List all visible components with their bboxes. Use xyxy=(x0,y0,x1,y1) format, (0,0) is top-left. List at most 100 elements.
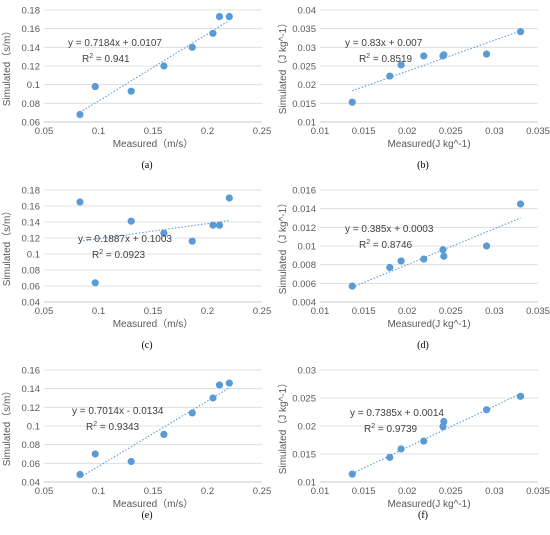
data-point xyxy=(516,392,525,400)
x-axis-title: Measured(J kg^-1) xyxy=(387,499,470,510)
y-tick-label: 0.016 xyxy=(292,186,316,197)
r-squared-symbol: R xyxy=(82,54,89,65)
trendline xyxy=(79,387,230,478)
panel-caption: (a) xyxy=(141,160,152,171)
x-tick-label: 0.25 xyxy=(253,306,272,317)
data-point xyxy=(440,252,448,260)
trendline xyxy=(352,30,521,92)
y-axis-title: Simulated（J kg^-1） xyxy=(277,378,289,474)
data-point xyxy=(348,98,356,106)
r-squared-superscript: 2 xyxy=(371,423,375,430)
x-tick-label: 0.2 xyxy=(201,126,214,137)
x-tick-label: 0.035 xyxy=(526,126,550,137)
x-tick-label: 0.15 xyxy=(144,486,163,497)
r-squared-value: = 0.9343 xyxy=(97,422,139,433)
r-squared-symbol: R xyxy=(364,424,371,435)
y-axis-title: Simulated（s/m） xyxy=(1,386,13,467)
y-tick-label: 0.01 xyxy=(298,118,317,129)
y-tick-label: 0.004 xyxy=(292,298,316,309)
y-tick-label: 0.015 xyxy=(292,99,316,110)
x-tick-label: 0.2 xyxy=(201,306,214,317)
data-point xyxy=(127,217,135,225)
data-point xyxy=(209,29,217,37)
panel-caption: (e) xyxy=(141,510,152,521)
x-tick-label: 0.25 xyxy=(253,126,272,137)
r-squared-label: R2 = 0.9343 xyxy=(86,421,140,433)
x-tick-label: 0.02 xyxy=(398,126,417,137)
y-axis-title: Simulated（s/m） xyxy=(1,26,13,107)
x-axis-title: Measured（m/s） xyxy=(113,498,194,510)
y-tick-label: 0.1 xyxy=(27,422,40,433)
x-tick-label: 0.25 xyxy=(253,486,272,497)
y-axis-title: Simulated（J kg^-1） xyxy=(277,198,289,294)
x-axis-title: Measured(J kg^-1) xyxy=(387,319,470,330)
chart-panel-b: 0.01 0.015 0.02 0.025 0.03 0.035 0.04 0.01 0.015… xyxy=(277,6,550,172)
y-tick-label: 0.1 xyxy=(27,80,40,91)
y-tick-label: 0.08 xyxy=(22,266,41,277)
y-tick-label: 0.04 xyxy=(22,298,41,309)
y-tick-label: 0.01 xyxy=(298,478,317,489)
y-tick-label: 0.08 xyxy=(22,440,41,451)
y-tick-label: 0.03 xyxy=(298,366,317,377)
x-tick-label: 0.15 xyxy=(144,306,163,317)
data-point xyxy=(420,52,428,60)
data-point xyxy=(209,394,217,402)
y-tick-label: 0.16 xyxy=(22,366,41,377)
x-tick-label: 0.03 xyxy=(485,126,504,137)
r-squared-label: R2 = 0.8746 xyxy=(359,239,413,251)
y-tick-label: 0.12 xyxy=(22,234,41,245)
data-point xyxy=(482,406,491,414)
data-point xyxy=(188,43,196,51)
panel-caption: (f) xyxy=(418,510,428,521)
data-point xyxy=(188,409,196,417)
chart-panel-e: 0.04 0.06 0.08 0.1 0.12 0.14 0.16 0.05 0.1 0.15 0.… xyxy=(1,366,271,522)
r-squared-value: = 0.9739 xyxy=(375,424,417,435)
x-tick-label: 0.025 xyxy=(439,126,463,137)
x-tick-label: 0.1 xyxy=(92,306,105,317)
y-tick-label: 0.008 xyxy=(292,260,316,271)
trendline xyxy=(79,220,230,242)
y-tick-label: 0.14 xyxy=(22,218,41,229)
r-squared-superscript: 2 xyxy=(99,249,103,256)
r-squared-superscript: 2 xyxy=(366,53,370,60)
data-point xyxy=(482,50,491,58)
data-point xyxy=(420,437,428,445)
trendline-equation: y = 0.7184x + 0.0107 xyxy=(68,38,162,49)
r-squared-value: = 0.8519 xyxy=(370,54,412,65)
r-squared-symbol: R xyxy=(86,422,93,433)
x-axis-title: Measured(J kg^-1) xyxy=(387,139,470,150)
chart-panel-a: 0.06 0.08 0.1 0.12 0.14 0.16 0.18 0.05 0.1 0.15 0.… xyxy=(1,6,271,172)
x-tick-label: 0.2 xyxy=(201,486,214,497)
data-point xyxy=(215,381,224,389)
r-squared-superscript: 2 xyxy=(93,421,97,428)
panel-caption: (d) xyxy=(417,340,429,351)
y-tick-label: 0.01 xyxy=(298,242,317,253)
data-point xyxy=(160,62,168,70)
data-point xyxy=(188,237,196,245)
x-axis-title: Measured（m/s） xyxy=(113,138,194,150)
data-point xyxy=(160,229,168,237)
x-tick-label: 0.15 xyxy=(144,126,163,137)
y-tick-label: 0.18 xyxy=(22,6,41,17)
y-tick-label: 0.02 xyxy=(298,80,317,91)
y-tick-label: 0.16 xyxy=(22,24,41,35)
x-tick-label: 0.02 xyxy=(398,486,417,497)
x-tick-label: 0.01 xyxy=(311,126,330,137)
data-point xyxy=(76,110,84,119)
x-tick-label: 0.05 xyxy=(35,126,54,137)
x-tick-label: 0.01 xyxy=(311,486,330,497)
y-tick-label: 0.06 xyxy=(22,282,41,293)
y-tick-label: 0.04 xyxy=(298,6,317,17)
y-tick-label: 0.14 xyxy=(22,43,41,54)
data-point xyxy=(516,28,525,36)
data-point xyxy=(440,51,448,59)
data-point xyxy=(127,87,135,95)
data-point xyxy=(215,12,224,21)
trendline-equation: y = 0.7385x + 0.0014 xyxy=(350,408,444,419)
chart-panel-f: 0.01 0.015 0.02 0.025 0.03 0.01 0.015 0.02 0.025… xyxy=(277,366,550,522)
x-tick-label: 0.015 xyxy=(352,126,376,137)
r-squared-value: = 0.941 xyxy=(93,54,130,65)
y-tick-label: 0.16 xyxy=(22,202,41,213)
